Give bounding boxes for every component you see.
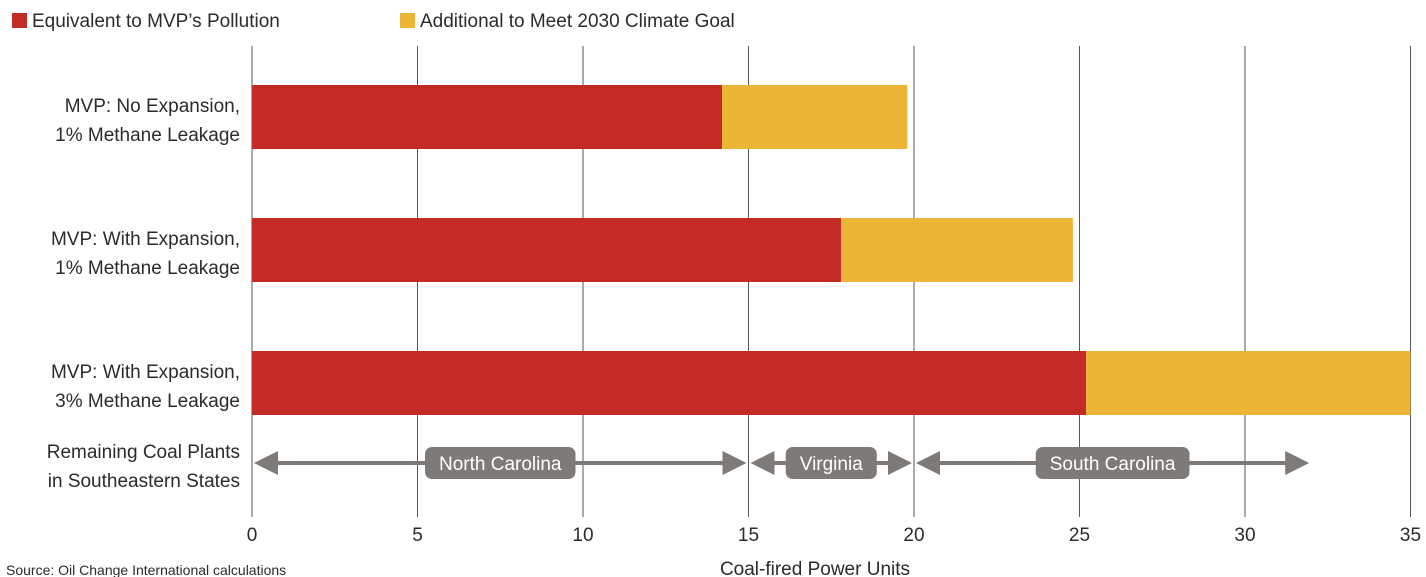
arrow-left-icon: [254, 451, 278, 475]
region-south-carolina: South Carolina: [916, 447, 1310, 479]
x-tick-label: 5: [412, 525, 423, 546]
x-axis: 0 5 10 15 20 25 30 35: [247, 525, 1421, 546]
category-labels: MVP: No Expansion, 1% Methane Leakage MVP:…: [47, 96, 240, 492]
x-tick-label: 30: [1234, 525, 1255, 546]
bar-additional-goal-0: [722, 85, 908, 149]
coal-plant-regions: North Carolina Virginia South Carolina: [254, 447, 1310, 479]
legend: Equivalent to MVP’s Pollution Additional …: [12, 11, 735, 32]
legend-swatch-0: [12, 13, 27, 28]
region-virginia: Virginia: [750, 447, 912, 479]
legend-swatch-1: [400, 13, 415, 28]
region-label: South Carolina: [1050, 454, 1176, 475]
bar-additional-goal-2: [1086, 351, 1411, 415]
x-axis-label: Coal-fired Power Units: [720, 559, 910, 577]
x-tick-label: 20: [903, 525, 924, 546]
bar-mvp-pollution-1: [252, 218, 842, 282]
region-north-carolina: North Carolina: [254, 447, 747, 479]
region-label: Virginia: [800, 454, 863, 475]
source-note: Source: Oil Change International calcula…: [6, 562, 286, 577]
legend-label-0: Equivalent to MVP’s Pollution: [32, 11, 280, 32]
bar-additional-goal-1: [841, 218, 1073, 282]
x-tick-label: 10: [572, 525, 593, 546]
arrow-left-icon: [750, 451, 775, 475]
arrow-right-icon: [1285, 451, 1310, 475]
category-label-2: MVP: With Expansion, 3% Methane Leakage: [51, 362, 240, 412]
arrow-right-icon: [722, 451, 747, 475]
x-tick-label: 35: [1400, 525, 1421, 546]
category-label-0: MVP: No Expansion, 1% Methane Leakage: [55, 96, 240, 146]
x-tick-label: 25: [1069, 525, 1090, 546]
arrow-left-icon: [916, 451, 940, 475]
bar-mvp-pollution-0: [252, 85, 723, 149]
bar-mvp-pollution-2: [252, 351, 1087, 415]
legend-label-1: Additional to Meet 2030 Climate Goal: [420, 11, 735, 32]
arrow-right-icon: [888, 451, 912, 475]
region-label-box: [1035, 447, 1190, 479]
category-label-1: MVP: With Expansion, 1% Methane Leakage: [51, 229, 240, 279]
region-label-box: [785, 447, 877, 479]
x-tick-label: 15: [738, 525, 759, 546]
region-label: North Carolina: [439, 454, 562, 475]
region-label-box: [425, 447, 576, 479]
regions-label: Remaining Coal Plants in Southeastern Sta…: [47, 442, 240, 492]
x-tick-label: 0: [247, 525, 258, 546]
bars: [252, 85, 1411, 415]
